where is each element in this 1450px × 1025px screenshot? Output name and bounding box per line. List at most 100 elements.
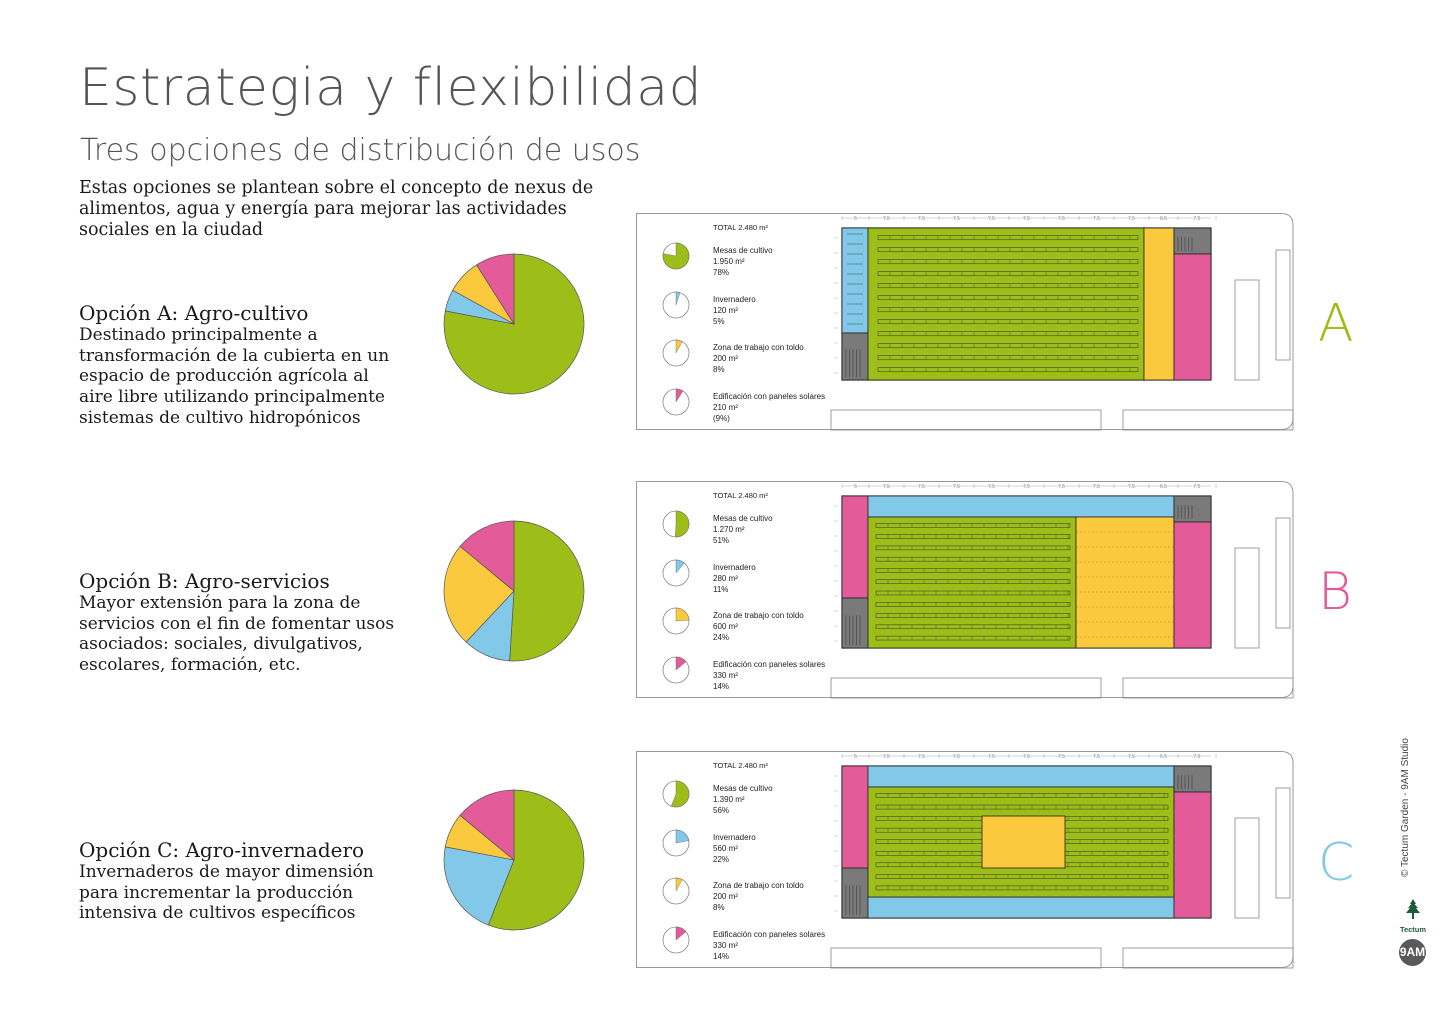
- cultivation-table-row: [877, 331, 1139, 337]
- dimension-label: 7.5: [1128, 216, 1135, 222]
- legend-text: 11%: [713, 585, 728, 594]
- option-heading: Opción B: Agro-servicios: [79, 569, 330, 593]
- dimension-label: 7.5: [1058, 216, 1065, 222]
- legend-text: Edificación con paneles solares: [713, 392, 825, 401]
- legend-text: 560 m²: [713, 844, 738, 853]
- legend-text: Mesas de cultivo: [713, 784, 773, 793]
- stair-core: [1173, 227, 1212, 255]
- cultivation-table-row: [875, 579, 1071, 584]
- 9am-badge: 9AM: [1399, 939, 1426, 966]
- intro-line: Estas opciones se plantean sobre el conc…: [79, 178, 594, 198]
- site-strip: [830, 409, 1102, 431]
- dimension-label: 7.5: [1023, 216, 1030, 222]
- legend-text: Invernadero: [713, 833, 756, 842]
- cultivation-table-row: [875, 523, 1071, 528]
- dimension-label: 7.5: [988, 216, 995, 222]
- option-heading: Opción C: Agro-invernadero: [79, 838, 365, 862]
- cultivation-table-row: [877, 235, 1139, 241]
- dimension-label: 7.5: [953, 484, 960, 490]
- legend-item-invernadero: Invernadero 120 m² 5%: [662, 291, 756, 326]
- site-strip: [1122, 677, 1294, 699]
- legend-text: Zona de trabajo con toldo: [713, 611, 804, 620]
- legend-text: 1.950 m²: [713, 257, 745, 266]
- dimension-label: 7.5: [988, 754, 995, 760]
- tectum-logo: Tectum: [1397, 898, 1429, 934]
- stair-core: [841, 332, 869, 381]
- zone-edificacion: [841, 495, 869, 599]
- option-desc-line: asociados: sociales, divulgativos,: [79, 634, 363, 655]
- dimension-label: 7.5: [1128, 484, 1135, 490]
- site-strip: [830, 947, 1102, 969]
- legend-pie-slice: [675, 291, 681, 306]
- legend-text: (9%): [713, 414, 730, 423]
- dimension-label: 5: [854, 754, 857, 760]
- legend-text: 5%: [713, 317, 725, 326]
- legend-text: 56%: [713, 806, 729, 815]
- zone-cultivo: [867, 227, 1145, 381]
- legend-text: 280 m²: [713, 574, 738, 583]
- dimension-label: 7.5: [1128, 754, 1135, 760]
- legend-text: Mesas de cultivo: [713, 514, 773, 523]
- legend-pie-slice: [662, 242, 690, 270]
- dimension-label: 7.5: [1058, 754, 1065, 760]
- total-label: TOTAL 2.480 m²: [713, 223, 768, 232]
- legend-text: 120 m²: [713, 306, 738, 315]
- cultivation-table-row: [875, 545, 1071, 551]
- legend-text: 14%: [713, 682, 729, 691]
- option-a-text: Opción A: Agro-cultivo Destinado princip…: [79, 301, 419, 429]
- option-desc-line: Invernaderos de mayor dimensión: [79, 862, 374, 882]
- stair-core: [841, 597, 869, 649]
- legend-item-cultivo: Mesas de cultivo 1.390 m² 56%: [662, 780, 773, 815]
- dimension-label: 7.5: [1194, 216, 1201, 222]
- option-heading: Opción A: Agro-cultivo: [79, 301, 309, 325]
- option-desc-line: sistemas de cultivo hidropónicos: [79, 407, 361, 428]
- site-strip: [1122, 947, 1294, 969]
- zone-trabajo: [1143, 227, 1175, 381]
- zone-edificacion: [1173, 521, 1212, 649]
- cultivation-table-row: [877, 355, 1139, 361]
- option-b-text: Opción B: Agro-servicios Mayor extensión…: [79, 569, 419, 676]
- cultivation-table-row: [877, 307, 1139, 313]
- legend-pie-slice: [675, 559, 685, 574]
- zone-invernadero: [867, 495, 1175, 518]
- legend-pie-slice: [675, 877, 683, 892]
- pie-chart-b: [443, 520, 585, 662]
- zone-invernadero: [841, 227, 869, 334]
- cultivation-table-row: [875, 624, 1071, 630]
- legend-item-edificacion: Edificación con paneles solares 330 m² 14%: [662, 926, 825, 961]
- dimension-label: 5: [854, 484, 857, 490]
- zone-edificacion: [1173, 253, 1212, 381]
- cultivation-table-row: [875, 602, 1071, 607]
- cultivation-table-row: [875, 613, 1071, 618]
- pie-chart-c: [443, 789, 585, 931]
- legend-item-edificacion: Edificación con paneles solares 330 m² 14%: [662, 656, 825, 691]
- dimension-label: 5: [854, 216, 857, 222]
- dimension-label: 7.5: [953, 754, 960, 760]
- cultivation-table-row: [875, 556, 1071, 562]
- dimension-label: 7.5: [883, 216, 890, 222]
- stair-core: [1173, 495, 1212, 523]
- site-block: [1275, 249, 1291, 361]
- zone-edificacion: [841, 765, 869, 869]
- cultivation-table-row: [875, 568, 1071, 573]
- legend-item-invernadero: Invernadero 560 m² 22%: [662, 829, 756, 864]
- credit-text: © Tectum Garden - 9AM Studio: [1400, 738, 1411, 877]
- dimension-label: 7.5: [1194, 484, 1201, 490]
- total-label: TOTAL 2.480 m²: [713, 491, 768, 500]
- legend-text: 14%: [713, 952, 729, 961]
- legend-pie-slice: [675, 656, 687, 671]
- cultivation-table-row: [875, 885, 1169, 891]
- dimension-label: 7.5: [1093, 484, 1100, 490]
- site-strip: [830, 677, 1102, 699]
- legend-item-trabajo: Zona de trabajo con toldo 200 m² 8%: [662, 877, 804, 912]
- site-strip: [1122, 409, 1294, 431]
- cultivation-table-row: [877, 295, 1139, 301]
- site-block: [1234, 279, 1260, 381]
- zone-trabajo: [981, 815, 1066, 869]
- legend-text: Zona de trabajo con toldo: [713, 881, 804, 890]
- legend-item-cultivo: Mesas de cultivo 1.270 m² 51%: [662, 510, 773, 545]
- pie-slice-invernadero: [443, 846, 515, 926]
- page-title: Estrategia y flexibilidad: [79, 58, 703, 118]
- legend-text: Invernadero: [713, 563, 756, 572]
- option-c-text: Opción C: Agro-invernadero Invernaderos …: [79, 838, 419, 924]
